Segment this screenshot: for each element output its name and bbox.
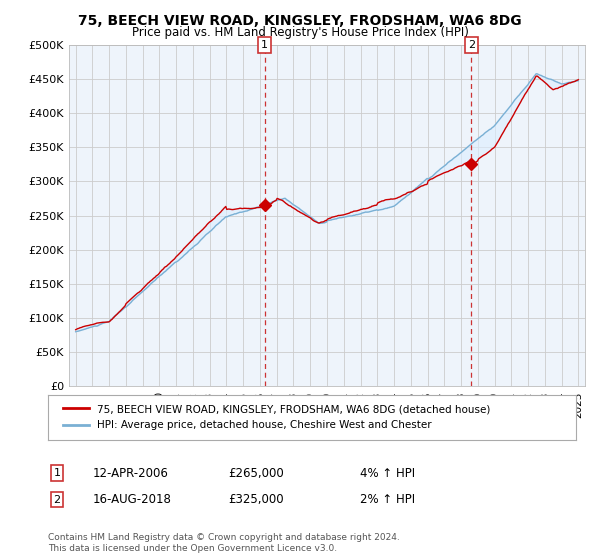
Legend: 75, BEECH VIEW ROAD, KINGSLEY, FRODSHAM, WA6 8DG (detached house), HPI: Average : 75, BEECH VIEW ROAD, KINGSLEY, FRODSHAM,… bbox=[58, 400, 494, 435]
Text: 2% ↑ HPI: 2% ↑ HPI bbox=[360, 493, 415, 506]
Text: 4% ↑ HPI: 4% ↑ HPI bbox=[360, 466, 415, 480]
Text: 2: 2 bbox=[53, 494, 61, 505]
Text: 16-AUG-2018: 16-AUG-2018 bbox=[93, 493, 172, 506]
Text: 12-APR-2006: 12-APR-2006 bbox=[93, 466, 169, 480]
Text: 2: 2 bbox=[468, 40, 475, 50]
Text: 1: 1 bbox=[261, 40, 268, 50]
Text: £325,000: £325,000 bbox=[228, 493, 284, 506]
Text: Price paid vs. HM Land Registry's House Price Index (HPI): Price paid vs. HM Land Registry's House … bbox=[131, 26, 469, 39]
Text: 1: 1 bbox=[53, 468, 61, 478]
Text: Contains HM Land Registry data © Crown copyright and database right 2024.
This d: Contains HM Land Registry data © Crown c… bbox=[48, 533, 400, 553]
Text: £265,000: £265,000 bbox=[228, 466, 284, 480]
Text: 75, BEECH VIEW ROAD, KINGSLEY, FRODSHAM, WA6 8DG: 75, BEECH VIEW ROAD, KINGSLEY, FRODSHAM,… bbox=[78, 14, 522, 28]
